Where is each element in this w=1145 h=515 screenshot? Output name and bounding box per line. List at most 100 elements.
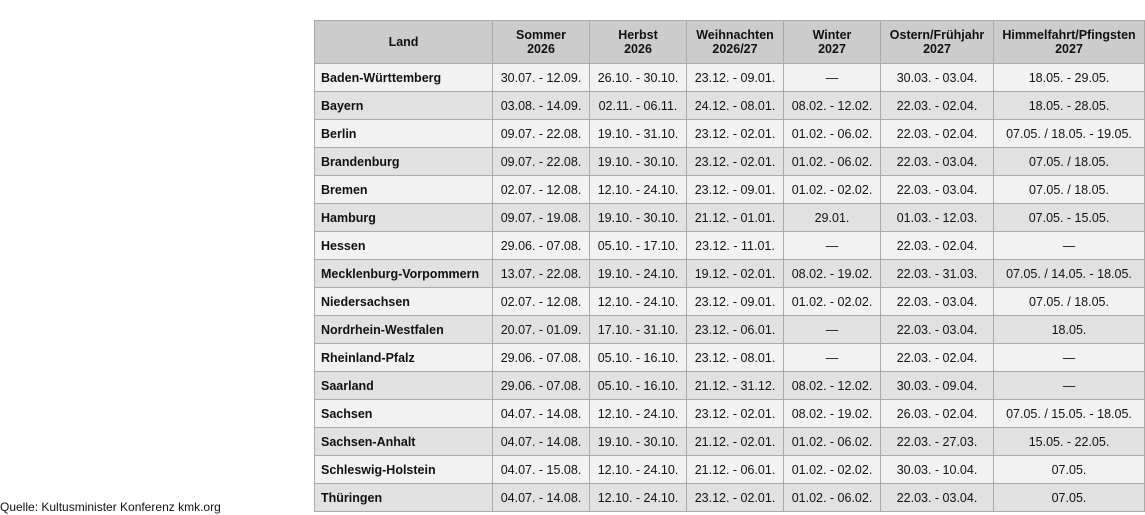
date-cell: 09.07. - 22.08.: [492, 119, 590, 148]
date-cell: 30.03. - 09.04.: [880, 371, 994, 400]
table-row: Baden-Württemberg 30.07. - 12.09. 26.10. -…: [314, 63, 1145, 92]
state-cell: Nordrhein-Westfalen: [314, 315, 493, 344]
date-cell: 23.12. - 08.01.: [686, 343, 784, 372]
date-cell: 01.02. - 06.02.: [783, 147, 881, 176]
date-cell: 03.08. - 14.09.: [492, 91, 590, 120]
state-cell: Rheinland-Pfalz: [314, 343, 493, 372]
date-cell: 22.03. - 02.04.: [880, 231, 994, 260]
date-cell: 19.10. - 30.10.: [589, 427, 687, 456]
date-cell: 21.12. - 01.01.: [686, 203, 784, 232]
column-header: Himmelfahrt/Pfingsten 2027: [993, 20, 1145, 64]
date-cell: —: [993, 231, 1145, 260]
date-cell: 22.03. - 02.04.: [880, 343, 994, 372]
date-cell: 09.07. - 22.08.: [492, 147, 590, 176]
date-cell: —: [783, 343, 881, 372]
state-cell: Sachsen: [314, 399, 493, 428]
date-cell: 26.03. - 02.04.: [880, 399, 994, 428]
date-cell: 07.05. / 14.05. - 18.05.: [993, 259, 1145, 288]
date-cell: 22.03. - 03.04.: [880, 483, 994, 512]
date-cell: —: [783, 315, 881, 344]
date-cell: 08.02. - 19.02.: [783, 259, 881, 288]
date-cell: 19.10. - 30.10.: [589, 203, 687, 232]
date-cell: 08.02. - 12.02.: [783, 371, 881, 400]
date-cell: 07.05. / 18.05.: [993, 147, 1145, 176]
table-row: Saarland 29.06. - 07.08. 05.10. - 16.10. 21…: [314, 371, 1145, 400]
date-cell: 20.07. - 01.09.: [492, 315, 590, 344]
date-cell: 12.10. - 24.10.: [589, 287, 687, 316]
state-cell: Bremen: [314, 175, 493, 204]
header-line: Ostern/Frühjahr: [889, 28, 985, 42]
date-cell: 21.12. - 06.01.: [686, 455, 784, 484]
date-cell: 18.05.: [993, 315, 1145, 344]
date-cell: 30.07. - 12.09.: [492, 63, 590, 92]
date-cell: 01.02. - 06.02.: [783, 427, 881, 456]
date-cell: 22.03. - 02.04.: [880, 119, 994, 148]
header-line: Winter: [812, 28, 852, 42]
table-row: Bremen 02.07. - 12.08. 12.10. - 24.10. 23.1…: [314, 175, 1145, 204]
date-cell: 12.10. - 24.10.: [589, 483, 687, 512]
date-cell: —: [993, 371, 1145, 400]
date-cell: 02.07. - 12.08.: [492, 287, 590, 316]
table-row: Sachsen-Anhalt 04.07. - 14.08. 19.10. - 30…: [314, 427, 1145, 456]
date-cell: 19.12. - 02.01.: [686, 259, 784, 288]
date-cell: 23.12. - 06.01.: [686, 315, 784, 344]
date-cell: 05.10. - 16.10.: [589, 343, 687, 372]
date-cell: 19.10. - 31.10.: [589, 119, 687, 148]
date-cell: —: [783, 63, 881, 92]
state-cell: Hamburg: [314, 203, 493, 232]
date-cell: 21.12. - 31.12.: [686, 371, 784, 400]
table-row: Berlin 09.07. - 22.08. 19.10. - 31.10. 23.1…: [314, 119, 1145, 148]
date-cell: 12.10. - 24.10.: [589, 455, 687, 484]
date-cell: 04.07. - 14.08.: [492, 427, 590, 456]
header-line: Herbst: [618, 28, 658, 42]
state-cell: Bayern: [314, 91, 493, 120]
date-cell: 07.05.: [993, 455, 1145, 484]
date-cell: 24.12. - 08.01.: [686, 91, 784, 120]
date-cell: 22.03. - 03.04.: [880, 147, 994, 176]
table-row: Thüringen 04.07. - 14.08. 12.10. - 24.10. 2…: [314, 483, 1145, 512]
date-cell: 07.05. / 18.05.: [993, 287, 1145, 316]
header-line: 2027: [818, 42, 846, 56]
date-cell: 23.12. - 09.01.: [686, 287, 784, 316]
state-cell: Brandenburg: [314, 147, 493, 176]
state-cell: Niedersachsen: [314, 287, 493, 316]
state-cell: Hessen: [314, 231, 493, 260]
header-line: Sommer: [515, 28, 567, 42]
date-cell: 04.07. - 14.08.: [492, 399, 590, 428]
date-cell: 04.07. - 14.08.: [492, 483, 590, 512]
state-cell: Berlin: [314, 119, 493, 148]
date-cell: 19.10. - 30.10.: [589, 147, 687, 176]
date-cell: 13.07. - 22.08.: [492, 259, 590, 288]
date-cell: 30.03. - 10.04.: [880, 455, 994, 484]
header-line: 2026: [624, 42, 652, 56]
table-row: Bayern 03.08. - 14.09. 02.11. - 06.11. 24.1…: [314, 91, 1145, 120]
date-cell: 07.05. / 18.05. - 19.05.: [993, 119, 1145, 148]
table-row: Brandenburg 09.07. - 22.08. 19.10. - 30.10…: [314, 147, 1145, 176]
date-cell: 22.03. - 03.04.: [880, 315, 994, 344]
source-note: Quelle: Kultusminister Konferenz kmk.org: [0, 500, 221, 514]
state-cell: Schleswig-Holstein: [314, 455, 493, 484]
table-row: Sachsen 04.07. - 14.08. 12.10. - 24.10. 23.…: [314, 399, 1145, 428]
date-cell: 22.03. - 31.03.: [880, 259, 994, 288]
column-header: Winter 2027: [783, 20, 881, 64]
date-cell: 01.03. - 12.03.: [880, 203, 994, 232]
date-cell: 21.12. - 02.01.: [686, 427, 784, 456]
date-cell: 18.05. - 29.05.: [993, 63, 1145, 92]
date-cell: 12.10. - 24.10.: [589, 175, 687, 204]
date-cell: 29.06. - 07.08.: [492, 343, 590, 372]
date-cell: 15.05. - 22.05.: [993, 427, 1145, 456]
table-body: Baden-Württemberg 30.07. - 12.09. 26.10. -…: [314, 63, 1145, 512]
date-cell: 30.03. - 03.04.: [880, 63, 994, 92]
date-cell: 23.12. - 11.01.: [686, 231, 784, 260]
header-line: Land: [388, 35, 419, 49]
date-cell: 02.11. - 06.11.: [589, 91, 687, 120]
date-cell: 01.02. - 02.02.: [783, 175, 881, 204]
date-cell: 23.12. - 02.01.: [686, 399, 784, 428]
table-row: Schleswig-Holstein 04.07. - 15.08. 12.10. …: [314, 455, 1145, 484]
column-header: Weihnachten 2026/27: [686, 20, 784, 64]
state-cell: Thüringen: [314, 483, 493, 512]
date-cell: 22.03. - 03.04.: [880, 175, 994, 204]
date-cell: 22.03. - 27.03.: [880, 427, 994, 456]
state-cell: Mecklenburg-Vorpommern: [314, 259, 493, 288]
